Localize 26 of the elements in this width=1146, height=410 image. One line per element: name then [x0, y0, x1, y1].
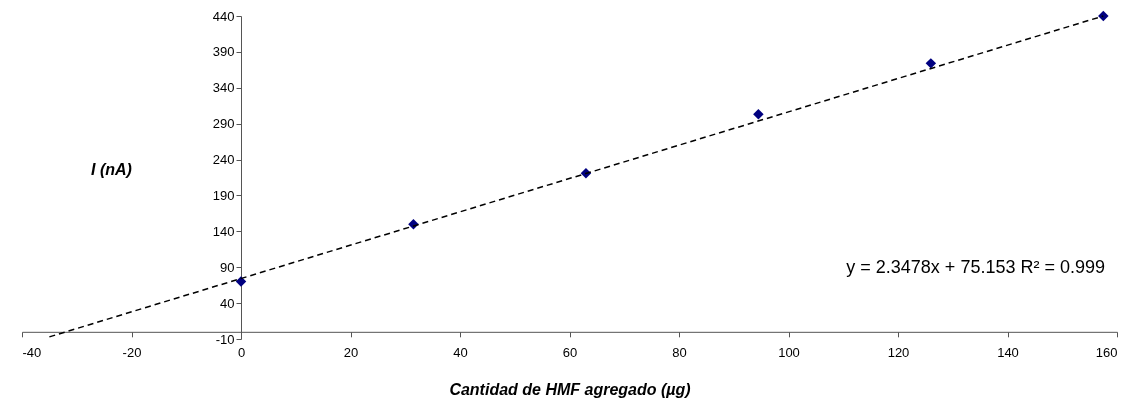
y-tick-label: 440 — [212, 8, 235, 24]
y-tick-label: -10 — [215, 331, 235, 347]
y-tick-label: 290 — [212, 116, 235, 132]
x-tick-label: 120 — [887, 345, 910, 361]
x-axis-title: Cantidad de HMF agregado (µg) — [449, 381, 691, 399]
point — [753, 109, 764, 120]
y-tick-label: 240 — [212, 152, 235, 168]
y-tick-label: 140 — [212, 223, 235, 239]
x-tick-label: 0 — [237, 345, 246, 361]
x-tick-label: 160 — [1095, 345, 1118, 361]
y-axis-title: I (nA) — [91, 161, 132, 178]
x-tick-label: 40 — [453, 345, 468, 361]
x-tick-label: 100 — [778, 345, 800, 361]
point — [925, 58, 937, 69]
x-tick-label: -20 — [122, 345, 142, 361]
y-tick-label: 340 — [212, 80, 235, 96]
x-tick-label: -40 — [22, 345, 42, 361]
y-tick-label: 390 — [212, 44, 235, 60]
y-tick-label: 190 — [212, 187, 235, 203]
annotation: y = 2.3478x + 75.153 R² = 0.999 — [846, 256, 1105, 277]
x-tick-label: 60 — [562, 345, 578, 361]
y-tick-label: 90 — [220, 259, 235, 275]
y-tick-label: 40 — [220, 295, 235, 311]
x-tick-label: 140 — [997, 345, 1019, 361]
x-tick-label: 80 — [672, 345, 687, 361]
x-tick-label: 20 — [343, 345, 359, 361]
